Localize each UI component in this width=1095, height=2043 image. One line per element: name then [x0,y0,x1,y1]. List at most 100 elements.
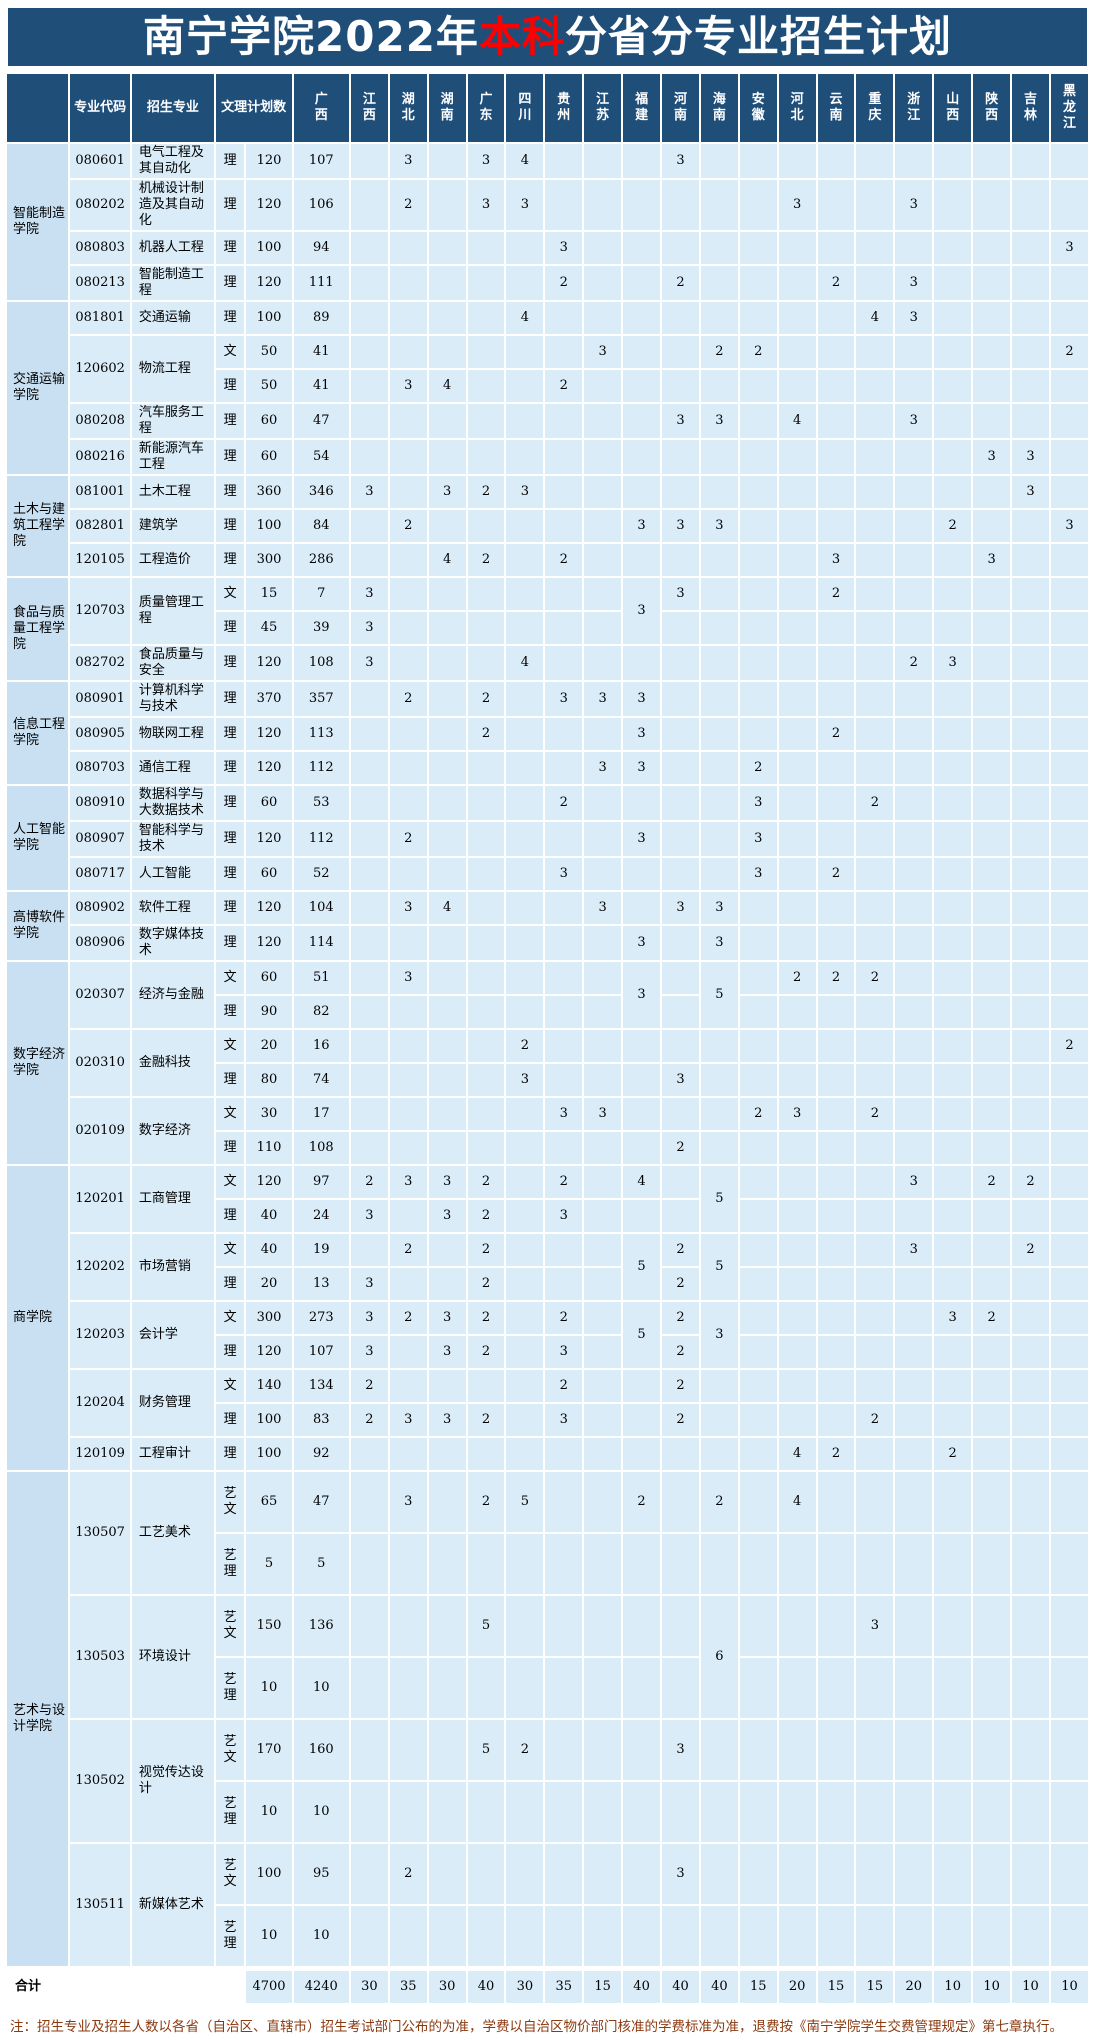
province-value-cell-浙江 [893,1780,935,1844]
province-value-cell-安徽 [737,1842,779,1906]
province-value-cell-江西: 3 [348,1300,390,1336]
total-province-cell-河南: 40 [660,1966,701,2005]
province-value-cell-湖北: 2 [387,680,429,718]
province-value-cell-陕西 [971,1842,1013,1906]
province-value-cell-江西: 3 [348,474,390,510]
province-value-cell-山西 [932,716,974,752]
table-row: 理 40 24 3 3 2 3 [6,1198,1091,1234]
province-value-cell-河北 [776,1266,818,1302]
province-value-cell-陕西 [971,508,1013,544]
province-value-cell-四川: 3 [504,1062,546,1098]
province-value-cell-陕西 [971,784,1013,822]
track-cell: 理 [213,368,247,404]
province-value-cell-福建: 3 [621,750,663,786]
province-value-cell-海南 [698,1436,740,1472]
table-row: 理 50 41 3 4 2 [6,368,1091,404]
major-code-cell: 120204 [68,1368,132,1438]
province-value-cell-四川: 2 [504,1028,546,1064]
province-value-cell-黑龙江 [1048,1436,1091,1472]
province-value-cell-湖南 [426,610,468,646]
province-value-cell-广西: 16 [291,1028,351,1064]
province-value-cell-江西: 3 [348,1334,390,1370]
province-value-cell-江苏 [582,716,624,752]
table-row: 理 80 74 3 3 [6,1062,1091,1098]
province-value-cell-安徽 [737,890,779,926]
province-value-cell-海南: 5 [698,1232,740,1302]
total-row: 合计 4700 4240 30 35 30 40 30 35 15 40 40 40 15 20 15 15 20… [4,1966,1091,2005]
province-value-cell-云南: 2 [815,856,857,892]
province-value-cell-重庆 [854,994,896,1030]
province-value-cell-山西 [932,1232,974,1268]
province-value-cell-浙江 [893,960,935,996]
plan-cell: 100 [244,300,294,336]
province-value-cell-浙江 [893,1904,935,1970]
province-value-cell-江西 [348,230,390,266]
province-value-cell-重庆 [854,474,896,510]
province-value-cell-湖北 [387,1130,429,1166]
province-value-cell-四川 [504,890,546,926]
province-value-cell-河南 [660,1164,701,1200]
province-value-cell-江苏 [582,1198,624,1234]
province-value-cell-广东 [465,924,507,962]
province-value-cell-湖北 [387,1062,429,1098]
college-cell: 高博软件学院 [4,890,71,962]
province-value-cell-海南 [698,1718,740,1782]
total-province-cell-江苏: 15 [582,1966,624,2005]
province-value-cell-云南 [815,402,857,440]
province-value-cell-广西: 136 [291,1594,351,1658]
province-value-cell-重庆 [854,1842,896,1906]
province-value-cell-四川 [504,1130,546,1166]
total-province-cell-贵州: 35 [543,1966,585,2005]
province-value-cell-陕西 [971,1096,1013,1132]
province-value-cell-湖南 [426,1594,468,1658]
province-value-cell-黑龙江 [1048,1470,1091,1534]
track-cell: 理 [213,890,247,926]
track-cell: 理 [213,474,247,510]
province-value-cell-四川 [504,264,546,302]
major-name-cell: 物联网工程 [129,716,216,752]
province-value-cell-重庆 [854,334,896,370]
province-value-cell-湖南 [426,142,468,180]
plan-cell: 360 [244,474,294,510]
plan-cell: 100 [244,1402,294,1438]
province-value-cell-湖北 [387,438,429,476]
track-cell: 理 [213,264,247,302]
province-value-cell-陕西 [971,1062,1013,1098]
province-value-cell-湖南 [426,1130,468,1166]
province-value-cell-山西 [932,960,974,996]
province-value-cell-海南: 3 [698,508,740,544]
province-value-cell-福建: 5 [621,1232,663,1302]
province-value-cell-广西: 112 [291,750,351,786]
province-value-cell-山西 [932,402,974,440]
track-cell: 理 [213,1402,247,1438]
province-value-cell-江西 [348,1062,390,1098]
province-value-cell-河北 [776,1028,818,1064]
province-value-cell-河南 [660,644,701,682]
track-cell: 理 [213,1062,247,1098]
province-value-cell-山西 [932,820,974,858]
province-value-cell-黑龙江: 3 [1048,230,1091,266]
province-value-cell-贵州 [543,1436,585,1472]
province-value-cell-重庆 [854,856,896,892]
college-cell: 交通运输学院 [4,300,71,476]
major-name-cell: 金融科技 [129,1028,216,1098]
header-major: 招生专业 [129,72,216,144]
province-value-cell-河北 [776,1656,818,1720]
province-value-cell-福建 [621,142,663,180]
province-value-cell-陕西 [971,1402,1013,1438]
province-value-cell-广西: 52 [291,856,351,892]
province-value-cell-云南 [815,1198,857,1234]
province-value-cell-江苏 [582,264,624,302]
province-value-cell-江苏 [582,1842,624,1906]
province-value-cell-浙江 [893,1718,935,1782]
province-value-cell-四川 [504,368,546,404]
plan-cell: 120 [244,644,294,682]
major-name-cell: 智能制造工程 [129,264,216,302]
header-province-浙江: 浙 江 [893,72,935,144]
table-row: 信息工程学院 080901 计算机科学与技术理 370 357 2 2 3 3 3 [4,680,1091,786]
total-province-cell-湖北: 35 [387,1966,429,2005]
province-value-cell-安徽 [737,264,779,302]
province-value-cell-浙江: 3 [893,1232,935,1268]
province-value-cell-海南 [698,856,740,892]
province-value-cell-广西: 74 [291,1062,351,1098]
